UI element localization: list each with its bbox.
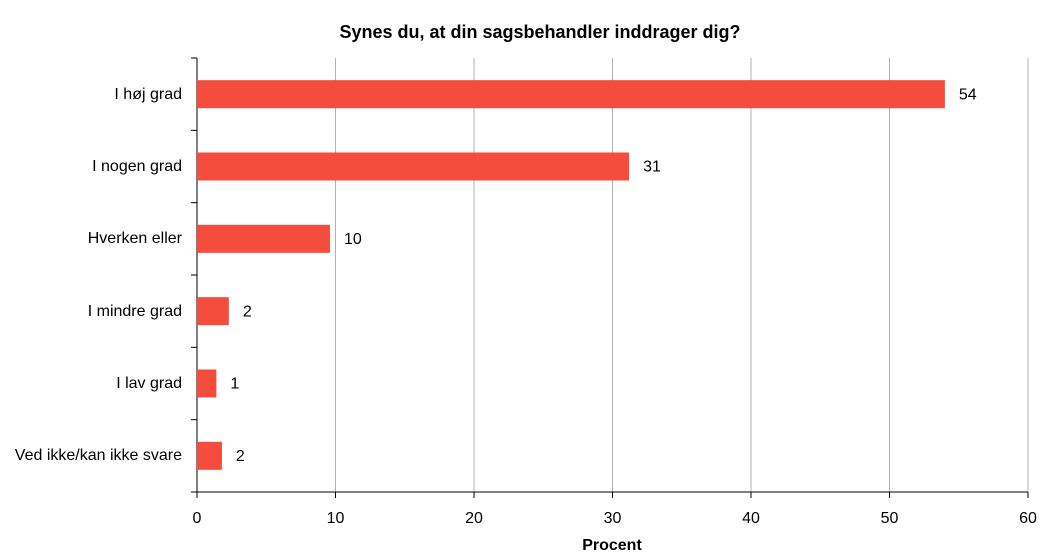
value-label: 31 (643, 159, 661, 176)
value-label: 2 (236, 448, 245, 465)
x-tick-label: 30 (604, 510, 622, 527)
chart-title: Synes du, at din sagsbehandler inddrager… (339, 22, 740, 42)
y-tick-label: I lav grad (116, 354, 182, 414)
y-tick-text: I nogen grad (92, 158, 182, 175)
y-tick-text: I mindre grad (87, 302, 182, 320)
x-tick-label: 0 (193, 510, 202, 527)
bar (197, 152, 630, 181)
bar (197, 441, 222, 470)
bar (197, 369, 217, 398)
y-tick-label: Hverken eller (88, 209, 182, 269)
y-tick-label: I nogen grad (92, 137, 182, 197)
value-label: 1 (230, 376, 239, 393)
x-tick-label: 50 (881, 510, 899, 527)
y-tick-text: Hverken eller (87, 230, 182, 248)
value-label: 2 (243, 303, 252, 320)
y-tick-label: I høj grad (114, 64, 182, 124)
x-tick-label: 10 (327, 510, 345, 527)
y-tick-label: Ved ikke/kan ikke svare (15, 426, 182, 486)
x-tick-label: 40 (742, 510, 760, 527)
bar (197, 297, 229, 326)
value-label: 54 (959, 86, 977, 103)
x-tick-label: 60 (1019, 510, 1037, 527)
x-tick-label: 20 (465, 510, 483, 527)
bar (197, 224, 330, 253)
value-label: 10 (344, 231, 362, 248)
bar (197, 80, 945, 109)
x-axis-label: Procent (582, 537, 642, 554)
y-tick-label: I mindre grad (88, 281, 182, 341)
y-tick-text: Ved ikke/kan ikke svare (14, 447, 182, 465)
y-tick-text: I høj grad (114, 85, 182, 103)
y-tick-text: I lav grad (116, 375, 182, 392)
